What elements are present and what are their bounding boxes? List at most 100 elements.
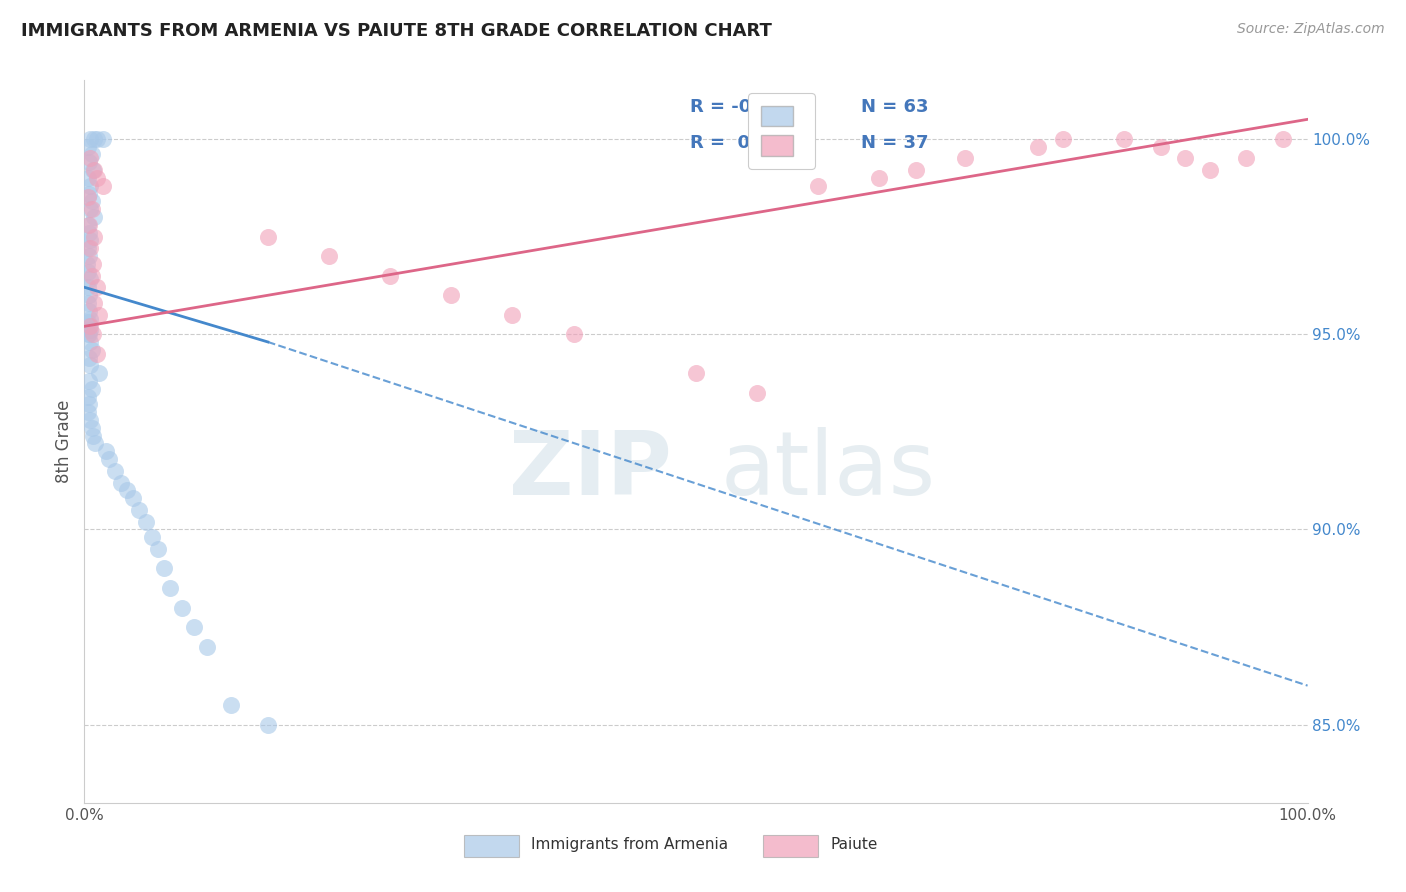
Point (91, 178, 114, 193)
Point (172, 600, 194, 615)
Point (1174, 152, 1197, 166)
Point (905, 163, 928, 178)
Point (80, 147, 103, 161)
Point (77, 186, 100, 201)
Point (79, 319, 101, 334)
Point (1272, 132, 1295, 146)
Point (440, 288, 463, 302)
Point (77, 226, 100, 240)
Point (1236, 152, 1258, 166)
Point (79, 152, 101, 166)
Point (257, 717, 280, 731)
Point (86, 170, 108, 185)
Point (79, 359, 101, 373)
Point (77, 351, 100, 365)
Point (77, 170, 100, 185)
Point (97, 452, 120, 467)
Point (83, 132, 105, 146)
Legend: , : , (748, 93, 815, 169)
Point (86, 132, 108, 146)
Point (685, 366, 707, 380)
Point (87, 366, 110, 380)
Point (79, 323, 101, 337)
Point (128, 503, 150, 517)
Point (77, 249, 100, 263)
Point (77, 265, 100, 279)
Point (1028, 139, 1050, 153)
Point (257, 229, 280, 244)
Point (77, 218, 100, 232)
Point (77, 327, 100, 342)
Point (1052, 132, 1074, 146)
Point (91, 132, 114, 146)
Text: N = 37: N = 37 (860, 135, 928, 153)
Text: ZIP: ZIP (509, 427, 672, 514)
Text: Immigrants from Armenia: Immigrants from Armenia (531, 838, 728, 852)
Point (502, 308, 524, 322)
Point (115, 483, 138, 498)
Point (86, 346, 108, 360)
Point (195, 640, 218, 654)
Point (110, 475, 132, 490)
Point (80, 382, 103, 396)
Point (82, 163, 104, 178)
Point (83, 229, 105, 244)
Point (77, 397, 100, 411)
Point (77, 139, 100, 153)
Point (82, 257, 104, 271)
Point (77, 296, 100, 310)
Point (122, 491, 145, 505)
Point (77, 315, 100, 329)
Point (76, 257, 98, 271)
Point (77, 241, 100, 255)
Point (77, 374, 100, 388)
Text: Source: ZipAtlas.com: Source: ZipAtlas.com (1237, 22, 1385, 37)
Point (79, 234, 101, 248)
Point (79, 241, 101, 255)
Point (77, 303, 100, 318)
Text: Paiute: Paiute (831, 838, 877, 852)
Point (380, 268, 402, 283)
Point (77, 218, 100, 232)
Point (87, 308, 110, 322)
Point (84, 436, 107, 450)
Point (80, 194, 103, 209)
Point (104, 464, 127, 478)
Point (159, 581, 181, 595)
Point (77, 155, 100, 169)
Text: N = 63: N = 63 (860, 98, 928, 116)
Point (77, 288, 100, 302)
Point (79, 272, 101, 286)
Point (83, 210, 105, 224)
Point (79, 311, 101, 326)
Point (77, 319, 100, 334)
Point (77, 390, 100, 404)
Point (153, 561, 176, 575)
Point (79, 132, 101, 146)
Point (1150, 139, 1173, 153)
Text: atlas: atlas (720, 427, 935, 514)
Text: R = -0.126: R = -0.126 (690, 98, 796, 116)
Text: IMMIGRANTS FROM ARMENIA VS PAIUTE 8TH GRADE CORRELATION CHART: IMMIGRANTS FROM ARMENIA VS PAIUTE 8TH GR… (21, 22, 772, 40)
Point (318, 249, 340, 263)
Point (747, 385, 769, 400)
Point (1114, 132, 1136, 146)
Point (135, 515, 157, 529)
Point (807, 178, 830, 193)
Point (77, 190, 100, 204)
FancyBboxPatch shape (763, 835, 818, 857)
Point (1198, 163, 1220, 178)
Point (79, 334, 101, 349)
Point (83, 296, 105, 310)
Point (79, 178, 101, 193)
Point (79, 202, 101, 216)
Point (146, 541, 169, 556)
Text: R =  0.442: R = 0.442 (690, 135, 794, 153)
Point (219, 698, 242, 713)
Point (183, 620, 205, 634)
Point (869, 170, 891, 185)
Point (82, 327, 104, 342)
Point (79, 413, 101, 427)
Point (83, 163, 105, 178)
Point (82, 428, 104, 442)
